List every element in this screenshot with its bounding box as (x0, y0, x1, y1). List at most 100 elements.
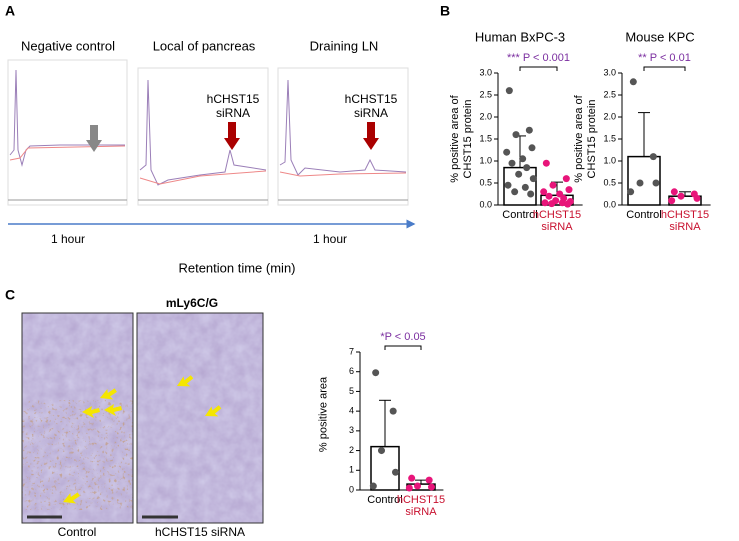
time-label: 1 hour (313, 232, 347, 246)
y-tick-label: 2.5 (479, 89, 492, 99)
data-point (558, 199, 566, 207)
y-tick-label: 1.5 (603, 133, 616, 143)
y-tick-label: 0.0 (479, 199, 492, 209)
data-point (425, 476, 433, 484)
arrow (224, 122, 240, 150)
data-point (525, 126, 533, 134)
y-axis-label: % positive area of CHST15 protein (573, 95, 598, 183)
data-point (508, 159, 516, 167)
data-point (405, 484, 413, 492)
data-point (515, 170, 523, 178)
y-tick-label: 0 (349, 484, 354, 494)
y-tick-label: 1 (349, 465, 354, 475)
peak-label: hCHST15 siRNA (344, 92, 398, 120)
y-tick-label: 2 (349, 445, 354, 455)
x-tick-label: hCHST15 siRNA (396, 494, 446, 518)
data-point (389, 407, 397, 415)
data-point (378, 447, 385, 455)
y-tick-label: 7 (349, 346, 354, 356)
y-tick-label: 0.5 (603, 177, 616, 187)
data-point (542, 159, 550, 167)
data-point (636, 179, 644, 187)
data-point (527, 190, 535, 198)
y-tick-label: 0.0 (603, 199, 616, 209)
data-point (541, 199, 549, 207)
data-point (369, 482, 377, 490)
x-tick-label: Control (626, 209, 662, 221)
data-point (372, 369, 380, 377)
data-point (562, 175, 570, 183)
chromatogram-title: Local of pancreas (153, 38, 256, 53)
data-point (504, 181, 512, 189)
arrow (86, 125, 102, 152)
data-point (523, 164, 531, 172)
significance-bracket (384, 345, 422, 350)
data-point (414, 482, 421, 490)
annotation: ** P < 0.01 (638, 52, 691, 64)
data-point (408, 474, 416, 482)
x-tick-label: Control (367, 494, 403, 506)
micrograph-label: hCHST15 siRNA (155, 525, 245, 539)
chart-title: Human BxPC-3 (475, 29, 565, 44)
data-point (564, 200, 572, 208)
data-point (428, 483, 435, 491)
data-point (668, 197, 676, 205)
data-point (652, 179, 660, 187)
data-point (511, 188, 519, 196)
data-point (540, 188, 548, 196)
annotation: *P < 0.05 (380, 331, 425, 343)
x-tick-label: Control (502, 209, 538, 221)
y-tick-label: 4 (349, 406, 354, 416)
data-point (627, 188, 635, 196)
data-point (677, 192, 685, 200)
data-point (528, 144, 536, 152)
data-point (670, 188, 678, 196)
x-axis-label: Retention time (min) (178, 260, 295, 275)
panel-label: C (5, 287, 15, 303)
chromatogram-title: Negative control (21, 38, 115, 53)
y-axis-label: % positive area (317, 376, 330, 453)
y-tick-label: 2.0 (603, 111, 616, 121)
y-tick-label: 2.5 (603, 89, 616, 99)
panel-label: B (440, 3, 450, 19)
y-tick-label: 0.5 (479, 177, 492, 187)
data-point (565, 186, 573, 194)
significance-bracket (519, 66, 558, 71)
y-tick-label: 3 (349, 425, 354, 435)
chart-title: Mouse KPC (625, 29, 694, 44)
data-point (549, 181, 557, 189)
data-point (505, 87, 513, 95)
x-tick-label: hCHST15 siRNA (660, 209, 710, 233)
micrograph (136, 312, 264, 524)
micrograph-title: mLy6C/G (166, 296, 218, 310)
data-point (521, 183, 529, 191)
data-point (629, 78, 637, 86)
y-axis-label: % positive area of CHST15 protein (449, 95, 474, 183)
arrows (63, 375, 222, 504)
chromatogram-title: Draining LN (310, 38, 379, 53)
chromatogram-traces (7, 59, 409, 206)
y-tick-label: 6 (349, 366, 354, 376)
annotation: *** P < 0.001 (507, 52, 570, 64)
y-tick-label: 3.0 (479, 67, 492, 77)
micrograph-label: Control (58, 525, 97, 539)
y-tick-label: 3.0 (603, 67, 616, 77)
significance-bracket (643, 66, 686, 71)
data-point (529, 175, 537, 183)
micrograph (21, 312, 134, 524)
data-point (519, 155, 527, 163)
y-tick-label: 1.0 (603, 155, 616, 165)
y-tick-label: 2.0 (479, 111, 492, 121)
data-point (392, 468, 399, 476)
data-point (545, 192, 553, 200)
peak-label: hCHST15 siRNA (206, 92, 260, 120)
data-point (693, 194, 701, 202)
data-point (503, 148, 511, 156)
data-point (548, 200, 556, 208)
y-tick-label: 1.0 (479, 155, 492, 165)
x-tick-label: hCHST15 siRNA (532, 209, 582, 233)
panel-label: A (5, 3, 15, 19)
time-label: 1 hour (51, 232, 85, 246)
